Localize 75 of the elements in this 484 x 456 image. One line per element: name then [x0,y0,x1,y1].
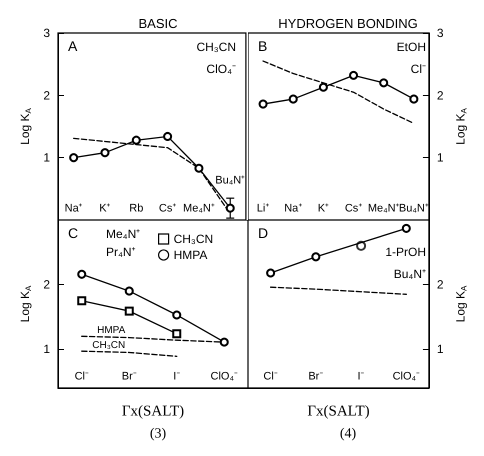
x-tick-label: Cs⁺ [344,202,362,214]
x-tick-label: ClO₄⁻ [210,370,238,382]
y-tick-label: 3 [43,26,50,40]
point [258,100,268,109]
annotation: Bu₄N⁺ [394,267,426,281]
y-tick-label: 2 [43,278,50,292]
x-tick-label: Cs⁺ [158,202,176,214]
y2-axis-title: Log KA [454,284,468,322]
annotation: A [68,38,78,54]
legend-label: HMPA [174,248,208,262]
annotation: HMPA [97,325,126,336]
y2-axis-title: Log KA [454,107,468,145]
point [226,204,235,213]
point [318,82,328,92]
annotation: B [258,38,268,54]
annotation: D [258,225,268,241]
annotation: Cl⁻ [410,62,426,76]
x-tick-label: Me₄N⁺ [183,202,215,214]
x-tick-label: Cl⁻ [74,370,89,382]
point [172,329,182,338]
x-tick-label: Br⁻ [122,370,137,382]
y-tick-label: 2 [43,88,50,102]
x-tick-label: Na⁺ [64,202,83,214]
text: (4) [340,426,356,442]
point [220,338,229,347]
y-tick-label: 1 [43,150,50,165]
annotation: Pr₄N⁺ [106,245,136,259]
x-tick-label: K⁺ [99,202,111,214]
chart-title: BASIC [138,16,178,31]
x-tick-label: Me₄N⁺ [368,202,400,214]
annotation: 1-PrOH [385,245,426,259]
y2-tick-label: 1 [436,150,444,165]
x-tick-label: Br⁻ [308,370,324,382]
point [124,286,134,296]
y-axis-title: Log KA [18,284,33,322]
y2-tick-label: 1 [436,342,444,356]
x-tick-label: Na⁺ [284,202,302,214]
x-axis-title: Γx(SALT) [122,404,184,420]
annotation: EtOH [396,40,426,54]
x-tick-label: K⁺ [318,202,330,214]
x-tick-label: Li⁺ [256,202,270,214]
y-axis-title: Log KA [18,107,33,145]
point [379,78,388,88]
point [132,136,141,145]
point [172,310,182,320]
y2-tick-label: 2 [436,88,444,102]
x-tick-label: I⁻ [173,370,180,382]
x-tick-label: Cl⁻ [263,370,278,382]
point [349,70,358,80]
legend-label: CH₃CN [174,232,214,246]
y2-tick-label: 3 [436,26,444,40]
point [77,270,86,279]
annotation: C [68,225,78,241]
point [163,132,172,141]
annotation: ClO₄⁻ [206,62,236,76]
point [69,153,78,162]
point [124,306,134,316]
x-tick-label: ClO₄⁻ [392,370,420,382]
x-axis-title: Γx(SALT) [307,404,370,420]
x-tick-label: I⁻ [358,370,365,382]
point [288,94,298,104]
point [100,148,110,158]
y2-tick-label: 2 [436,278,444,292]
annotation: CH₃CN [196,40,236,54]
y-tick-label: 1 [43,342,50,356]
annotation: Me₄N⁺ [106,227,140,241]
point [77,296,86,306]
point [194,164,204,173]
line-series [270,286,407,295]
chart-title: HYDROGEN BONDING [278,16,418,31]
x-tick-label: Rb [129,202,144,214]
annotation: CH₃CN [92,340,126,351]
point [409,94,418,104]
text: (3) [150,426,166,442]
x-tick-label: Bu₄N⁺ [398,202,429,214]
